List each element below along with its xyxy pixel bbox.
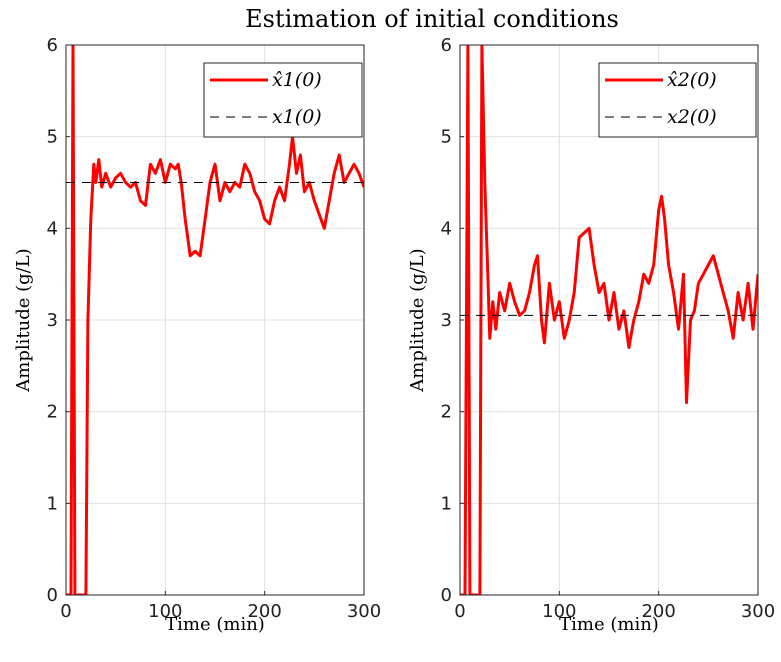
left-plot: 0 100 200 300 0 1 2 3 4 5 6 Time (min) Amplitude (… (13, 35, 381, 635)
left-plot-ylabel: Amplitude (g/L) (13, 248, 34, 392)
left-xtick-label-300: 300 (347, 601, 381, 622)
left-legend-box (203, 62, 363, 138)
right-legend-box (598, 62, 757, 138)
left-ytick-label-5: 5 (47, 127, 58, 148)
left-ytick-label-2: 2 (47, 402, 58, 423)
right-plot-series (460, 45, 758, 595)
right-xtick-label-0: 0 (454, 601, 465, 622)
left-series-estimate-line (66, 45, 364, 595)
right-legend-label-true: x2(0) (667, 106, 717, 128)
right-xtick-label-100: 100 (542, 601, 576, 622)
right-legend-label-estimate: x̂2(0) (667, 69, 717, 91)
right-ytick-label-6: 6 (441, 35, 452, 56)
left-xtick-label-200: 200 (247, 601, 281, 622)
left-ytick-label-4: 4 (47, 218, 58, 239)
right-plot: 0 100 200 300 0 1 2 3 4 5 6 Time (min) Amplitude (… (407, 35, 775, 635)
left-ytick-label-1: 1 (47, 493, 58, 514)
left-plot-series (66, 45, 364, 595)
right-ytick-label-3: 3 (441, 310, 452, 331)
right-series-estimate-line (460, 45, 758, 595)
left-legend-label-estimate: x̂1(0) (272, 69, 322, 91)
left-xtick-label-0: 0 (60, 601, 71, 622)
figure-title: Estimation of initial conditions (245, 5, 619, 33)
right-ytick-label-1: 1 (441, 493, 452, 514)
right-xtick-label-300: 300 (741, 601, 775, 622)
right-plot-xlabel: Time (min) (559, 614, 659, 635)
left-ytick-label-0: 0 (47, 585, 58, 606)
right-plot-ticks: 0 100 200 300 0 1 2 3 4 5 6 (441, 35, 776, 622)
left-plot-xlabel: Time (min) (165, 614, 265, 635)
left-ytick-label-3: 3 (47, 310, 58, 331)
right-xtick-label-200: 200 (641, 601, 675, 622)
left-legend-label-true: x1(0) (272, 106, 322, 128)
right-ytick-label-0: 0 (441, 585, 452, 606)
left-plot-legend: x̂1(0) x1(0) (203, 62, 363, 138)
right-plot-ylabel: Amplitude (g/L) (407, 248, 428, 392)
right-ytick-label-4: 4 (441, 218, 452, 239)
left-ytick-label-6: 6 (47, 35, 58, 56)
left-xtick-label-100: 100 (148, 601, 182, 622)
right-ytick-label-5: 5 (441, 127, 452, 148)
right-ytick-label-2: 2 (441, 402, 452, 423)
left-plot-ticks: 0 100 200 300 0 1 2 3 4 5 6 (47, 35, 382, 622)
right-plot-legend: x̂2(0) x2(0) (598, 62, 757, 138)
